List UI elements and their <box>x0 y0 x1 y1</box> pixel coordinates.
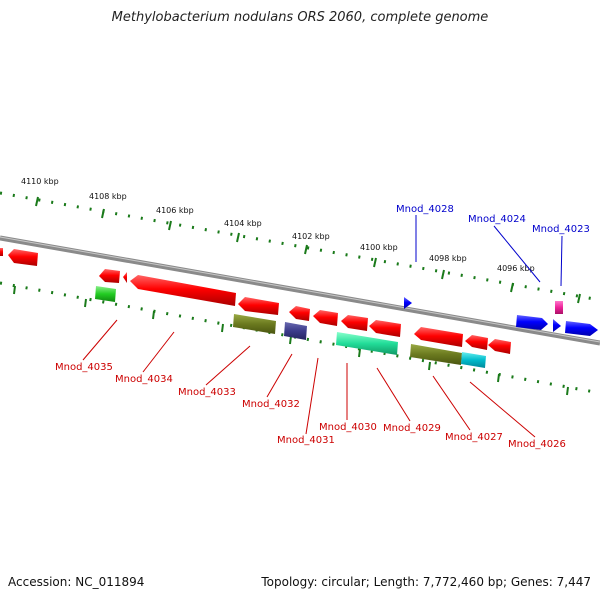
gene-label[interactable]: Mnod_4029 <box>383 423 441 434</box>
gene-label[interactable]: Mnod_4032 <box>242 399 300 410</box>
gene-arrow[interactable] <box>369 320 401 337</box>
scale-label: 4096 kbp <box>497 264 535 273</box>
gene-label[interactable]: Mnod_4033 <box>178 387 236 398</box>
gene-arrow[interactable] <box>414 327 463 347</box>
gene-label[interactable]: Mnod_4035 <box>55 362 113 373</box>
gene-label[interactable]: Mnod_4024 <box>468 214 526 225</box>
reverse-genes <box>0 248 511 354</box>
inner-major-ticks <box>13 285 569 396</box>
gene-box[interactable] <box>284 322 307 340</box>
gene-box[interactable] <box>336 332 398 355</box>
forward-gene-labels: Mnod_4028 Mnod_4024 Mnod_4023 <box>396 204 590 235</box>
gene-arrow[interactable] <box>130 275 236 306</box>
scale-labels: 4110 kbp 4108 kbp 4106 kbp 4104 kbp 4102… <box>21 177 535 273</box>
genome-backbone <box>0 235 600 346</box>
gene-arrow[interactable] <box>465 335 488 350</box>
outer-major-ticks <box>35 196 581 304</box>
gene-arrow[interactable] <box>8 249 38 266</box>
scale-label: 4100 kbp <box>360 243 398 252</box>
gene-arrow[interactable] <box>99 269 120 283</box>
scale-label: 4102 kbp <box>292 232 330 241</box>
gene-arrow[interactable] <box>0 248 3 256</box>
gene-label[interactable]: Mnod_4023 <box>532 224 590 235</box>
scale-label: 4108 kbp <box>89 192 127 201</box>
inner-tick-ring <box>0 281 600 395</box>
gene-label[interactable]: Mnod_4031 <box>277 435 335 446</box>
gene-label[interactable]: Mnod_4026 <box>508 439 566 450</box>
gene-box[interactable] <box>461 352 486 368</box>
scale-label: 4104 kbp <box>224 219 262 228</box>
outer-tick-ring <box>0 191 600 302</box>
scale-label: 4106 kbp <box>156 206 194 215</box>
gene-arrow[interactable] <box>488 339 511 354</box>
gene-arrow[interactable] <box>516 315 548 330</box>
forward-genes <box>404 297 598 336</box>
gene-box[interactable] <box>233 314 276 334</box>
gene-box[interactable] <box>410 344 462 365</box>
reverse-label-leaders <box>82 319 536 438</box>
gene-arrow[interactable] <box>404 297 412 309</box>
forward-label-leaders <box>415 215 563 287</box>
gene-box[interactable] <box>95 286 116 302</box>
gene-label[interactable]: Mnod_4034 <box>115 374 173 385</box>
scale-label: 4098 kbp <box>429 254 467 263</box>
backbone-highlight <box>0 236 600 343</box>
gene-label[interactable]: Mnod_4027 <box>445 432 503 443</box>
gene-arrow[interactable] <box>553 319 561 332</box>
gene-arrow[interactable] <box>341 315 368 331</box>
gene-box[interactable] <box>555 301 563 314</box>
reverse-gene-labels: Mnod_4035 Mnod_4034 Mnod_4033 Mnod_4032 … <box>55 362 566 450</box>
map-title: Methylobacterium nodulans ORS 2060, comp… <box>111 10 489 25</box>
topology-text: Topology: circular; Length: 7,772,460 bp… <box>261 575 591 589</box>
gene-label[interactable]: Mnod_4030 <box>319 422 377 433</box>
feature-boxes <box>95 286 486 368</box>
gene-arrow[interactable] <box>565 321 598 336</box>
accession-text: Accession: NC_011894 <box>8 575 145 589</box>
gene-arrow[interactable] <box>289 306 310 321</box>
gene-arrow[interactable] <box>238 297 279 315</box>
gene-label[interactable]: Mnod_4028 <box>396 204 454 215</box>
gene-arrow[interactable] <box>313 310 338 326</box>
scale-label: 4110 kbp <box>21 177 59 186</box>
gene-arrow[interactable] <box>123 272 127 283</box>
